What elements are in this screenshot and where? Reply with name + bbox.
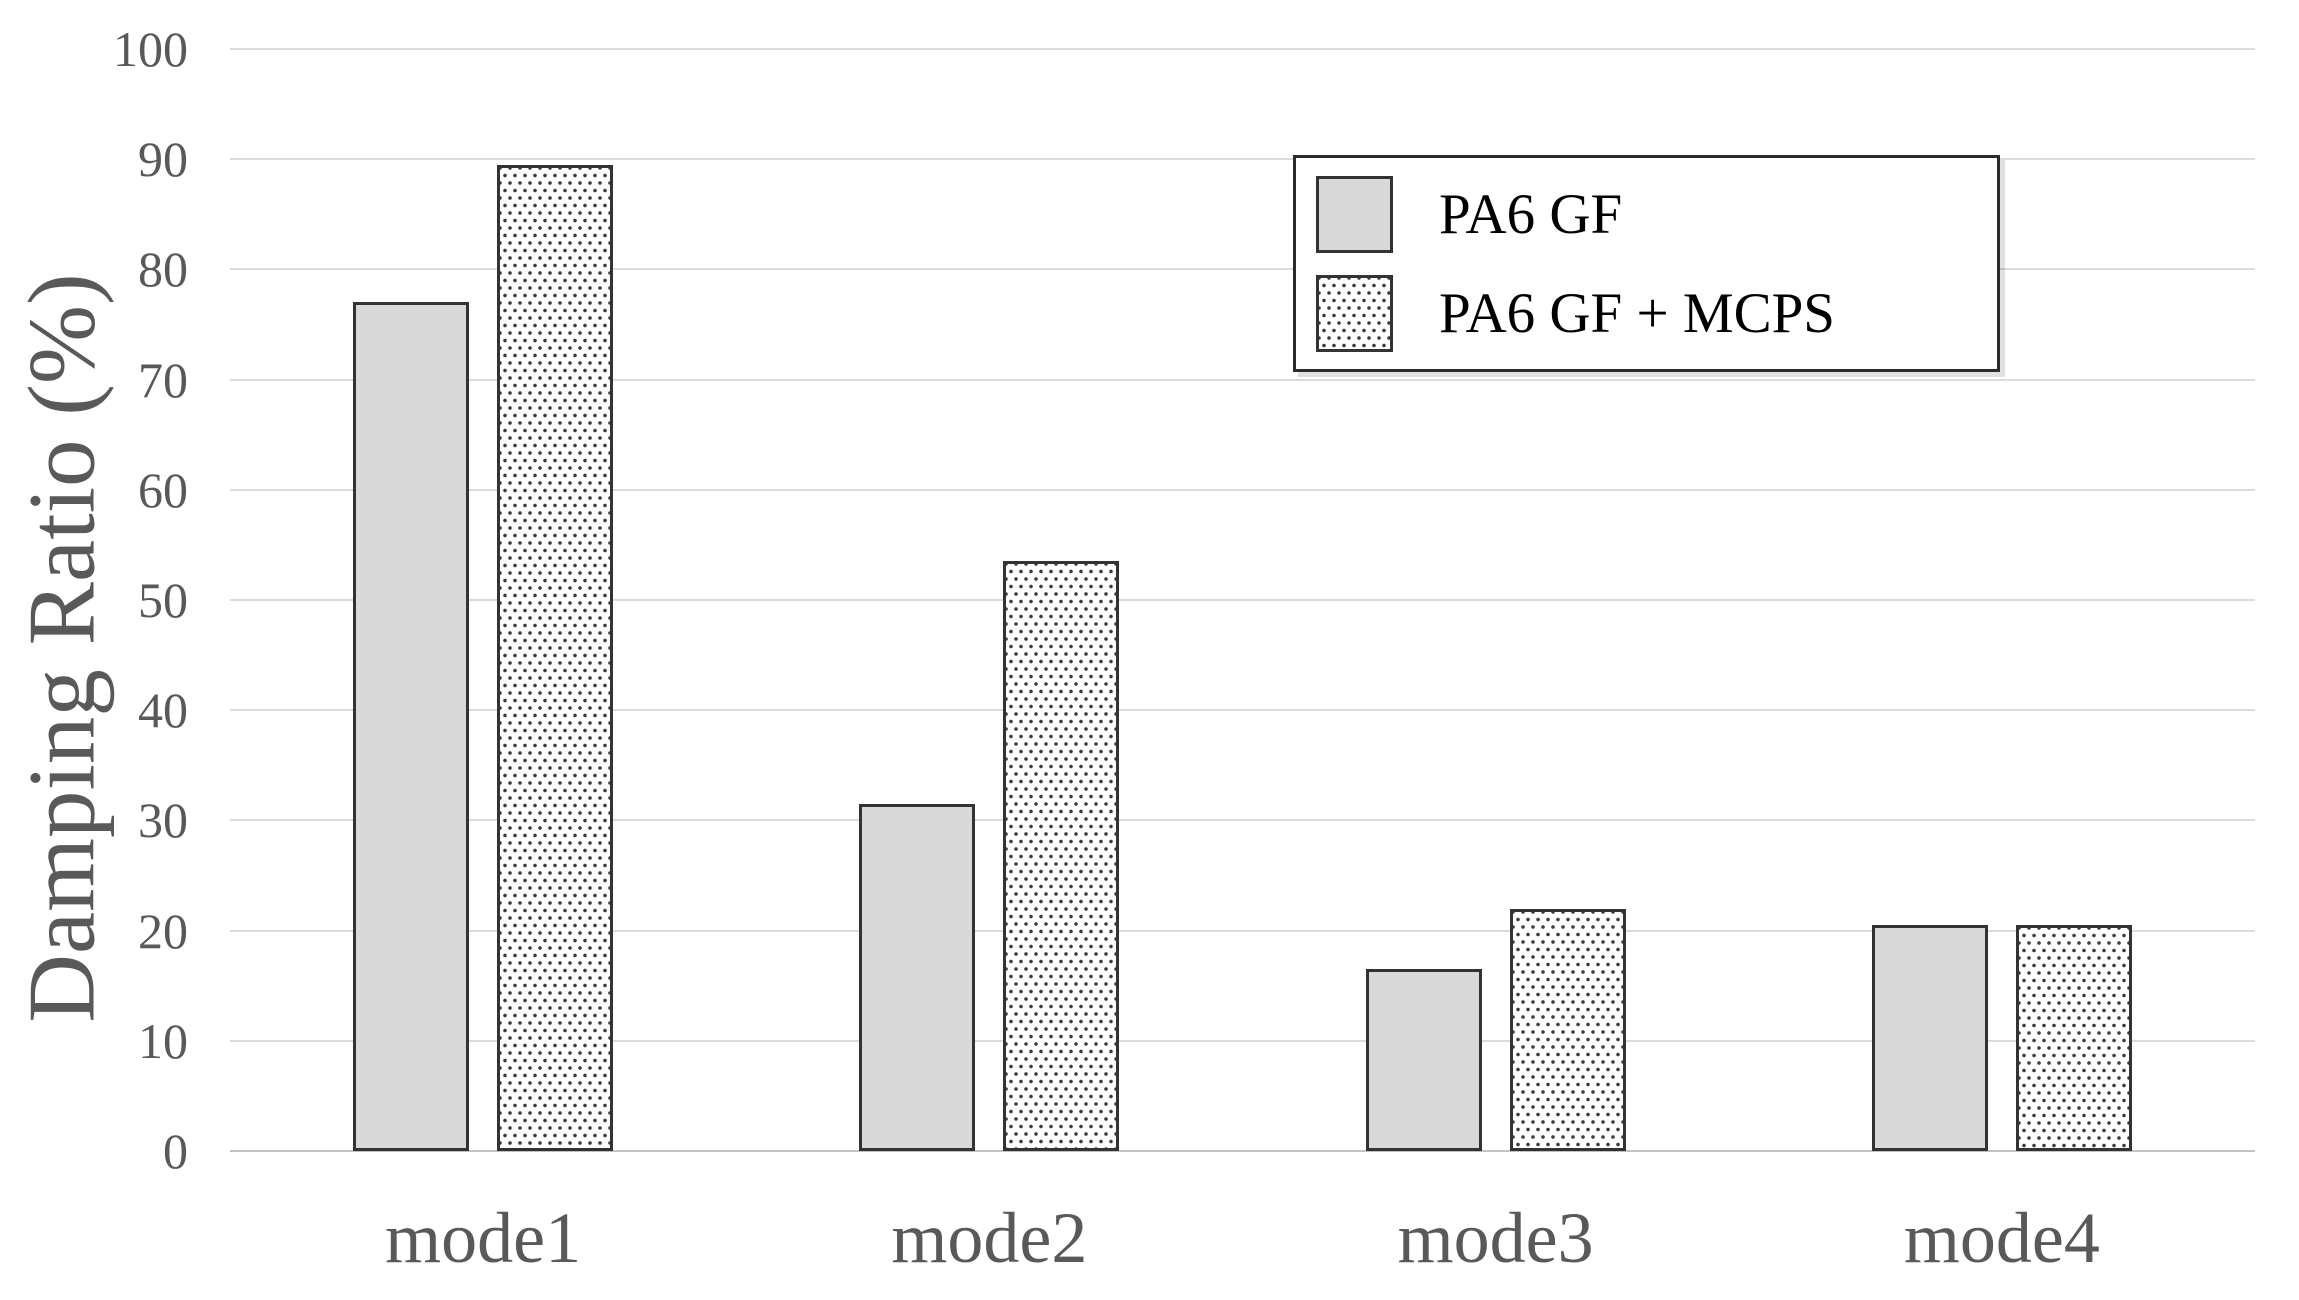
legend-label-pa6-gf: PA6 GF — [1439, 182, 1623, 246]
bar-mode3-pa6-gf-mcps — [1509, 908, 1626, 1151]
legend-item-pa6-gf: PA6 GF — [1316, 175, 1997, 253]
bar-mode3-pa6-gf — [1365, 969, 1482, 1151]
bar-mode1-pa6-gf — [353, 302, 470, 1151]
legend-label-pa6-gf-mcps: PA6 GF + MCPS — [1439, 281, 1835, 345]
y-tick-label-20: 20 — [138, 902, 188, 959]
gridline-40 — [230, 709, 2255, 712]
y-tick-label-60: 60 — [138, 461, 188, 518]
legend-swatch-dotted — [1316, 274, 1393, 352]
bar-mode2-pa6-gf — [859, 803, 976, 1151]
y-tick-label-100: 100 — [113, 21, 188, 77]
bar-mode2-pa6-gf-mcps — [1003, 561, 1120, 1151]
gridline-90 — [230, 158, 2255, 161]
y-tick-label-10: 10 — [138, 1012, 188, 1069]
gridline-60 — [230, 488, 2255, 491]
legend: PA6 GF PA6 GF + MCPS — [1293, 155, 2000, 372]
y-tick-label-50: 50 — [138, 572, 188, 628]
y-tick-label-90: 90 — [138, 131, 188, 188]
x-tick-label-mode2: mode2 — [891, 1198, 1088, 1278]
gridline-80 — [230, 268, 2255, 271]
bar-mode4-pa6-gf-mcps — [2015, 925, 2132, 1151]
y-tick-label-0: 0 — [163, 1123, 188, 1179]
x-tick-label-mode3: mode3 — [1397, 1198, 1594, 1278]
gridline-10 — [230, 1039, 2255, 1042]
bar-mode1-pa6-gf-mcps — [497, 164, 614, 1151]
bar-mode4-pa6-gf — [1871, 925, 1988, 1151]
gridline-0 — [230, 1150, 2255, 1152]
legend-swatch-solid-gray — [1316, 175, 1393, 253]
gridline-50 — [230, 599, 2255, 601]
y-tick-label-40: 40 — [138, 682, 188, 739]
gridline-100 — [230, 48, 2255, 50]
legend-item-pa6-gf-mcps: PA6 GF + MCPS — [1316, 274, 1997, 352]
y-tick-label-70: 70 — [138, 351, 188, 408]
x-tick-label-mode1: mode1 — [385, 1198, 582, 1278]
gridline-70 — [230, 378, 2255, 381]
y-tick-label-30: 30 — [138, 792, 188, 849]
y-tick-label-80: 80 — [138, 241, 188, 298]
x-tick-label-mode4: mode4 — [1903, 1198, 2100, 1278]
gridline-20 — [230, 929, 2255, 932]
gridline-30 — [230, 819, 2255, 822]
